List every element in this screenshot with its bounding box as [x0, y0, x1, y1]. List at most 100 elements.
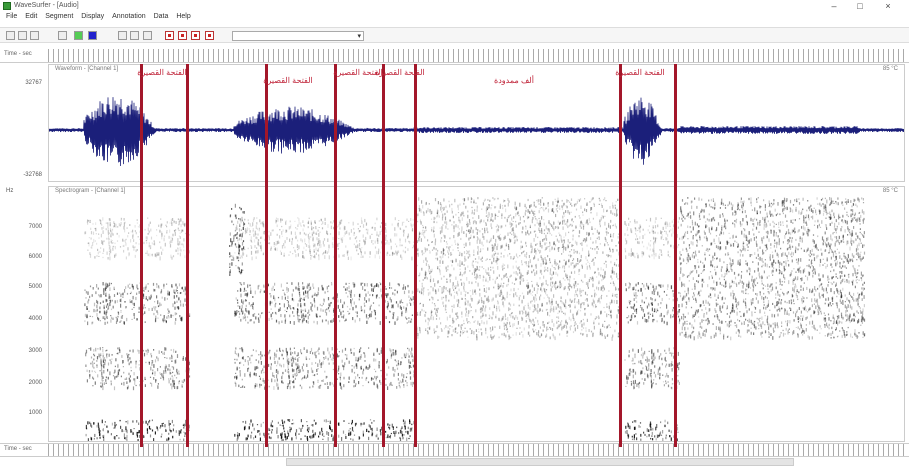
formant-band	[660, 217, 662, 219]
formant-band	[353, 233, 355, 236]
spectrogram-pane[interactable]: Spectrogram - [Channel 1] 85 °C	[48, 186, 905, 442]
formant-band	[236, 225, 238, 229]
formant-band	[138, 291, 140, 294]
fricative-noise	[594, 257, 596, 259]
formant-band	[322, 302, 324, 305]
formant-band	[295, 235, 297, 240]
save-icon[interactable]	[30, 31, 39, 40]
formant-band	[123, 244, 125, 247]
maximize-icon[interactable]: □	[857, 1, 863, 11]
minimize-icon[interactable]: –	[831, 1, 837, 11]
record-marker-icon-3[interactable]	[205, 31, 214, 40]
formant-band	[644, 288, 646, 290]
fricative-noise	[517, 321, 519, 325]
fricative-noise	[540, 207, 542, 209]
formant-band	[395, 301, 398, 304]
formant-band	[676, 297, 678, 301]
menu-edit[interactable]: Edit	[25, 13, 38, 20]
formant-band	[172, 233, 174, 237]
menu-segment[interactable]: Segment	[45, 13, 74, 20]
formant-band	[390, 355, 392, 359]
fricative-noise	[516, 327, 518, 329]
record-marker-icon[interactable]	[178, 31, 187, 40]
menu-data[interactable]: Data	[153, 13, 169, 20]
formant-band	[259, 377, 261, 380]
formant-band	[255, 250, 257, 254]
formant-band	[171, 222, 173, 226]
fricative-noise	[452, 320, 454, 324]
menu-help[interactable]: Help	[176, 13, 191, 20]
formant-band	[124, 301, 126, 303]
fricative-noise	[472, 217, 474, 219]
formant-band	[344, 233, 346, 235]
fricative-noise	[509, 214, 512, 216]
record-marker-icon-2[interactable]	[191, 31, 200, 40]
close-icon[interactable]: ×	[885, 1, 891, 11]
print-icon[interactable]	[58, 31, 67, 40]
config-select[interactable]: ▾	[232, 31, 364, 41]
zoom-icon[interactable]	[130, 31, 139, 40]
formant-band	[648, 363, 650, 367]
fricative-noise	[521, 299, 523, 304]
formant-band	[308, 289, 310, 291]
fricative-noise	[491, 262, 493, 264]
formant-band	[646, 373, 649, 378]
formant-band	[100, 223, 102, 225]
formant-band	[87, 300, 89, 304]
formant-band	[318, 238, 320, 242]
formant-band	[146, 428, 148, 432]
fricative-noise	[611, 266, 614, 271]
fricative-noise	[551, 298, 553, 303]
formant-band	[245, 228, 247, 233]
fricative-noise	[566, 330, 568, 335]
fricative-noise	[515, 277, 517, 281]
fricative-noise	[544, 242, 546, 246]
new-file-icon[interactable]	[6, 31, 15, 40]
formant-band	[276, 430, 278, 434]
formant-band	[370, 427, 372, 430]
fricative-noise	[601, 294, 603, 296]
stop-icon[interactable]	[88, 31, 97, 40]
formant-band	[325, 312, 328, 316]
formant-band	[661, 231, 663, 233]
formant-band	[136, 376, 139, 379]
formant-band	[161, 433, 163, 436]
fricative-noise	[530, 300, 532, 304]
formant-band	[318, 241, 320, 244]
formant-band	[105, 304, 108, 308]
formant-band	[365, 236, 367, 240]
formant-band	[150, 352, 152, 356]
zoom-out-icon[interactable]	[143, 31, 152, 40]
record-icon[interactable]	[165, 31, 174, 40]
open-folder-icon[interactable]	[18, 31, 27, 40]
formant-band	[237, 432, 239, 434]
formant-band	[304, 290, 307, 293]
formant-band	[117, 311, 120, 315]
fricative-noise	[490, 217, 492, 221]
fricative-noise	[587, 281, 589, 284]
waveform-pane[interactable]: Waveform - [Channel 1] 85 °C	[48, 64, 905, 182]
formant-band	[305, 316, 307, 318]
formant-band	[660, 312, 662, 317]
menu-file[interactable]: File	[6, 13, 18, 20]
formant-band	[116, 232, 118, 235]
formant-band	[651, 361, 653, 365]
menu-display[interactable]: Display	[81, 13, 105, 20]
formant-band	[286, 351, 288, 354]
fricative-noise	[543, 209, 545, 212]
fricative-noise	[505, 334, 507, 338]
fricative-noise	[518, 222, 520, 226]
fricative-noise	[569, 327, 571, 331]
menu-annotation[interactable]: Annotation	[112, 13, 146, 20]
formant-band	[114, 422, 116, 427]
fricative-noise	[476, 209, 478, 212]
formant-band	[150, 296, 152, 298]
formant-band	[660, 249, 662, 254]
formant-band	[146, 236, 148, 240]
select-tool-icon[interactable]	[118, 31, 127, 40]
fricative-noise	[513, 322, 515, 326]
formant-band	[297, 308, 299, 311]
formant-band	[292, 381, 294, 383]
fricative-noise	[553, 323, 555, 327]
play-icon[interactable]	[74, 31, 83, 40]
